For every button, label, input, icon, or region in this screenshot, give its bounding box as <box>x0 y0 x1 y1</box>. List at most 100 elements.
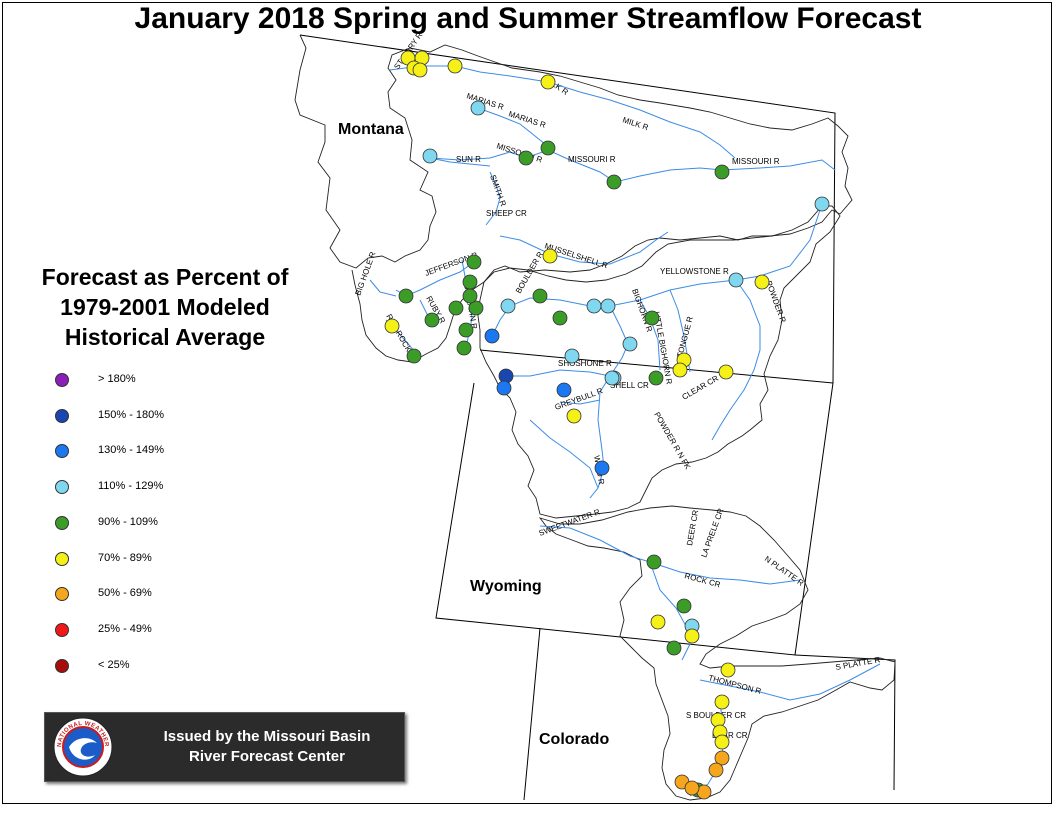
river-label: BEAR CR <box>712 731 748 740</box>
issued-line-1: Issued by the Missouri Basin <box>163 728 371 745</box>
smith-river <box>485 171 501 226</box>
legend-title-line: Historical Average <box>64 324 266 350</box>
forecast-point[interactable] <box>718 364 734 380</box>
forecast-point[interactable] <box>384 318 400 334</box>
legend-swatch <box>55 373 69 387</box>
forecast-point[interactable] <box>586 298 602 314</box>
forecast-point[interactable] <box>466 254 482 270</box>
forecast-point[interactable] <box>600 298 616 314</box>
legend-swatch <box>55 444 69 459</box>
river-label: SHELL CR <box>610 381 649 390</box>
legend-item: < 25% <box>55 658 130 674</box>
upper-missouri-basin-outline <box>294 34 853 363</box>
river-label: SHOSHONE R <box>558 359 612 368</box>
forecast-point[interactable] <box>564 348 580 364</box>
forecast-point[interactable] <box>470 100 486 116</box>
river-label: YELLOWSTONE R <box>660 267 729 276</box>
forecast-point[interactable] <box>714 164 730 180</box>
forecast-point[interactable] <box>448 300 464 316</box>
legend-label: 90% - 109% <box>98 515 158 528</box>
forecast-point[interactable] <box>714 734 730 750</box>
shoshone-river <box>506 369 611 377</box>
river-label: MISSOURI R <box>568 155 616 164</box>
legend-item: > 180% <box>55 372 136 388</box>
forecast-point[interactable] <box>644 310 660 326</box>
colorado-boundary <box>523 627 541 801</box>
forecast-point[interactable] <box>496 380 512 396</box>
map-title: January 2018 Spring and Summer Streamflo… <box>134 2 922 35</box>
forecast-point[interactable] <box>462 274 478 290</box>
legend-label: > 180% <box>98 373 136 385</box>
forecast-point[interactable] <box>458 322 474 338</box>
forecast-point[interactable] <box>542 248 558 264</box>
forecast-point[interactable] <box>754 274 770 290</box>
forecast-point[interactable] <box>604 370 620 386</box>
forecast-point[interactable] <box>540 74 556 90</box>
legend-item: 110% - 129% <box>55 479 163 495</box>
forecast-point[interactable] <box>672 362 688 378</box>
forecast-point[interactable] <box>666 640 682 656</box>
forecast-point[interactable] <box>456 340 472 356</box>
forecast-point[interactable] <box>552 310 568 326</box>
river-label: LA PRELE CR <box>699 507 725 559</box>
forecast-point[interactable] <box>406 348 422 364</box>
issued-line-2: River Forecast Center <box>189 748 345 765</box>
issued-text: Issued by the Missouri Basin River Forec… <box>137 727 397 767</box>
river-label: MISSOURI R <box>732 157 780 166</box>
forecast-points <box>384 50 830 800</box>
legend-swatch <box>55 408 69 423</box>
colorado-nebraska-boundary <box>794 654 896 791</box>
rivers <box>369 65 881 797</box>
forecast-point[interactable] <box>518 150 534 166</box>
montana-wyoming-boundary <box>479 349 834 384</box>
forecast-point[interactable] <box>566 408 582 424</box>
legend-label: 110% - 129% <box>98 480 164 493</box>
river-label: SWEETWATER R <box>538 507 602 538</box>
legend-title: Forecast as Percent of 1979-2001 Modeled… <box>20 262 310 352</box>
south-platte-river <box>699 663 881 701</box>
forecast-point[interactable] <box>814 196 830 212</box>
forecast-point[interactable] <box>500 298 516 314</box>
forecast-point[interactable] <box>714 694 730 710</box>
legend-label: 25% - 49% <box>98 622 152 635</box>
forecast-point[interactable] <box>720 662 736 678</box>
milk-river <box>389 65 736 159</box>
river-label: SUN R <box>456 155 481 164</box>
forecast-point[interactable] <box>532 288 548 304</box>
forecast-point[interactable] <box>708 762 724 778</box>
river-label: N PLATTE R <box>763 554 806 588</box>
river-label: POWDER R N FK <box>652 411 692 472</box>
legend-title-line: Forecast as Percent of <box>41 264 289 290</box>
forecast-point[interactable] <box>422 148 438 164</box>
little-bighorn-river <box>639 299 661 371</box>
forecast-point[interactable] <box>447 58 463 74</box>
forecast-point[interactable] <box>594 460 610 476</box>
forecast-point[interactable] <box>398 288 414 304</box>
sun-river <box>429 157 491 167</box>
forecast-point[interactable] <box>728 272 744 288</box>
legend-swatch <box>55 480 69 495</box>
forecast-point[interactable] <box>684 780 700 796</box>
forecast-point[interactable] <box>606 174 622 190</box>
forecast-point[interactable] <box>622 336 638 352</box>
forecast-point[interactable] <box>540 140 556 156</box>
forecast-point[interactable] <box>462 288 478 304</box>
forecast-point[interactable] <box>468 300 484 316</box>
forecast-point[interactable] <box>676 598 692 614</box>
forecast-point[interactable] <box>484 328 500 344</box>
powder-river <box>711 279 761 441</box>
big-hole-river <box>369 279 397 297</box>
forecast-point[interactable] <box>684 628 700 644</box>
forecast-point[interactable] <box>650 614 666 630</box>
musselshell-river <box>499 231 669 265</box>
forecast-point[interactable] <box>646 554 662 570</box>
state-label-wyoming: Wyoming <box>470 578 542 595</box>
legend-item: 70% - 89% <box>55 551 152 567</box>
river-label: BIG HOLE R <box>353 250 377 296</box>
forecast-point[interactable] <box>556 382 572 398</box>
forecast-point[interactable] <box>412 62 428 78</box>
forecast-point[interactable] <box>424 312 440 328</box>
forecast-point[interactable] <box>714 750 730 766</box>
forecast-point[interactable] <box>648 370 664 386</box>
